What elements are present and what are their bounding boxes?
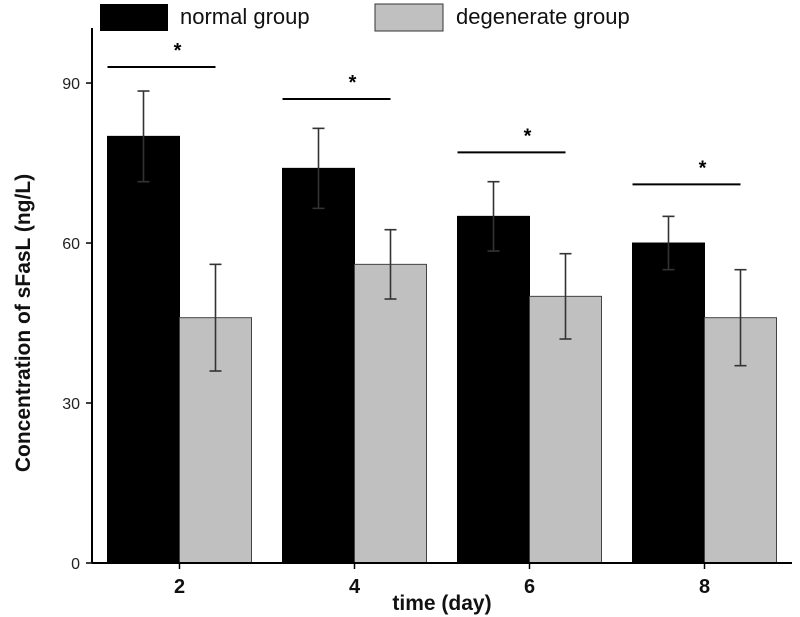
y-tick-label-30: 30 bbox=[62, 396, 80, 413]
bar-normal-day-4 bbox=[282, 167, 355, 564]
y-ticks-layer: 0 30 60 90 bbox=[62, 76, 92, 573]
errorbar-degenerate-day-2 bbox=[209, 263, 222, 372]
x-tick-label-6: 6 bbox=[524, 576, 535, 598]
significance-star-day-8: * bbox=[699, 157, 707, 179]
x-tick-label-4: 4 bbox=[349, 576, 361, 598]
axes-layer bbox=[91, 28, 792, 564]
errorbar-normal-day-8 bbox=[662, 215, 675, 271]
bar-normal-day-8 bbox=[632, 242, 705, 564]
errorbars-layer bbox=[137, 90, 747, 372]
errorbar-normal-day-6 bbox=[487, 180, 500, 252]
bars-layer bbox=[107, 135, 777, 564]
errorbar-normal-day-2 bbox=[137, 90, 150, 183]
y-tick-label-90: 90 bbox=[62, 76, 80, 93]
legend-swatch-normal bbox=[100, 4, 168, 31]
bar-degenerate-day-4 bbox=[354, 263, 427, 564]
significance-star-day-6: * bbox=[524, 125, 532, 147]
y-tick-label-0: 0 bbox=[71, 556, 80, 573]
significance-layer: * * * * bbox=[107, 40, 741, 186]
significance-star-day-4: * bbox=[349, 72, 357, 94]
legend-label-degenerate: degenerate group bbox=[456, 4, 630, 29]
errorbar-degenerate-day-4 bbox=[384, 228, 397, 300]
bar-normal-day-6 bbox=[457, 215, 530, 564]
x-tick-label-8: 8 bbox=[699, 576, 710, 598]
x-axis-title: time (day) bbox=[392, 592, 491, 615]
y-axis-title: Concentration of sFasL (ng/L) bbox=[12, 174, 35, 472]
legend-label-normal: normal group bbox=[180, 4, 310, 29]
errorbar-normal-day-4 bbox=[312, 127, 325, 210]
x-tick-label-2: 2 bbox=[174, 576, 185, 598]
x-ticks-layer: 2 4 6 8 bbox=[174, 563, 710, 598]
legend: normal group degenerate group bbox=[100, 3, 630, 32]
bar-normal-day-2 bbox=[107, 135, 180, 564]
bar-degenerate-day-6 bbox=[529, 295, 602, 564]
legend-swatch-degenerate bbox=[374, 3, 444, 32]
significance-star-day-2: * bbox=[174, 40, 182, 62]
y-tick-label-60: 60 bbox=[62, 236, 80, 253]
errorbar-degenerate-day-6 bbox=[559, 252, 572, 340]
errorbar-degenerate-day-8 bbox=[734, 268, 747, 367]
